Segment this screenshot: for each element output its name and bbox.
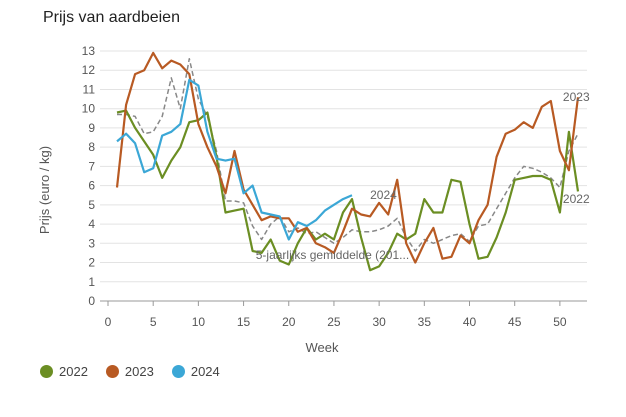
legend-item[interactable]: 2024 — [171, 364, 220, 379]
x-axis-label: Week — [306, 340, 339, 355]
legend-swatch — [105, 365, 119, 378]
x-axis-ticks: 0 5 10 15 20 25 30 35 40 45 50 — [105, 301, 567, 329]
x-tick-label: 0 — [105, 315, 112, 329]
x-tick-label: 40 — [463, 315, 477, 329]
series-annotations: 2023 2022 2024 5-jaarlijks gemiddelde (201.… — [256, 90, 590, 262]
y-tick-label: 3 — [88, 236, 95, 250]
y-tick-label: 6 — [88, 179, 95, 193]
annotation-label: 2022 — [563, 192, 590, 206]
legend: 2022 2023 2024 — [40, 364, 220, 379]
legend-item[interactable]: 2023 — [105, 364, 154, 379]
series-line-2022 — [116, 109, 580, 272]
y-tick-label: 0 — [88, 294, 95, 308]
annotation-label: 5-jaarlijks gemiddelde (201... — [256, 248, 409, 262]
legend-label: 2022 — [59, 364, 88, 379]
x-tick-label: 20 — [282, 315, 296, 329]
legend-label: 2023 — [124, 364, 154, 379]
x-tick-label: 25 — [327, 315, 341, 329]
annotation-label: 2023 — [563, 90, 590, 104]
x-tick-label: 30 — [372, 315, 386, 329]
y-tick-label: 2 — [88, 256, 95, 270]
chart-title: Prijs van aardbeien — [43, 9, 180, 26]
legend-swatch — [40, 365, 53, 378]
y-tick-label: 10 — [82, 102, 96, 116]
y-tick-label: 9 — [88, 121, 95, 135]
series-line-2024 — [116, 78, 353, 241]
y-tick-label: 7 — [88, 159, 95, 173]
y-tick-label: 5 — [88, 198, 95, 212]
legend-swatch — [171, 365, 185, 378]
gridlines — [100, 50, 587, 302]
series-line-5-jaarlijks-gemiddelde-201- — [117, 57, 579, 252]
y-tick-label: 11 — [83, 82, 96, 96]
legend-label: 2024 — [190, 364, 220, 379]
series-line-2023 — [115, 51, 580, 264]
series-lines — [115, 51, 580, 272]
legend-item[interactable]: 2022 — [40, 364, 88, 379]
x-tick-label: 5 — [150, 315, 157, 329]
annotation-label: 2024 — [370, 188, 397, 202]
x-tick-label: 10 — [192, 315, 206, 329]
y-tick-label: 8 — [88, 140, 95, 154]
y-tick-label: 13 — [82, 44, 96, 58]
y-axis-label: Prijs (euro / kg) — [37, 146, 52, 234]
x-tick-label: 45 — [508, 315, 522, 329]
y-tick-label: 1 — [88, 275, 95, 289]
y-tick-label: 4 — [88, 217, 95, 231]
x-tick-label: 15 — [237, 315, 251, 329]
x-tick-label: 50 — [553, 315, 567, 329]
x-tick-label: 35 — [418, 315, 432, 329]
y-tick-label: 12 — [82, 63, 96, 77]
